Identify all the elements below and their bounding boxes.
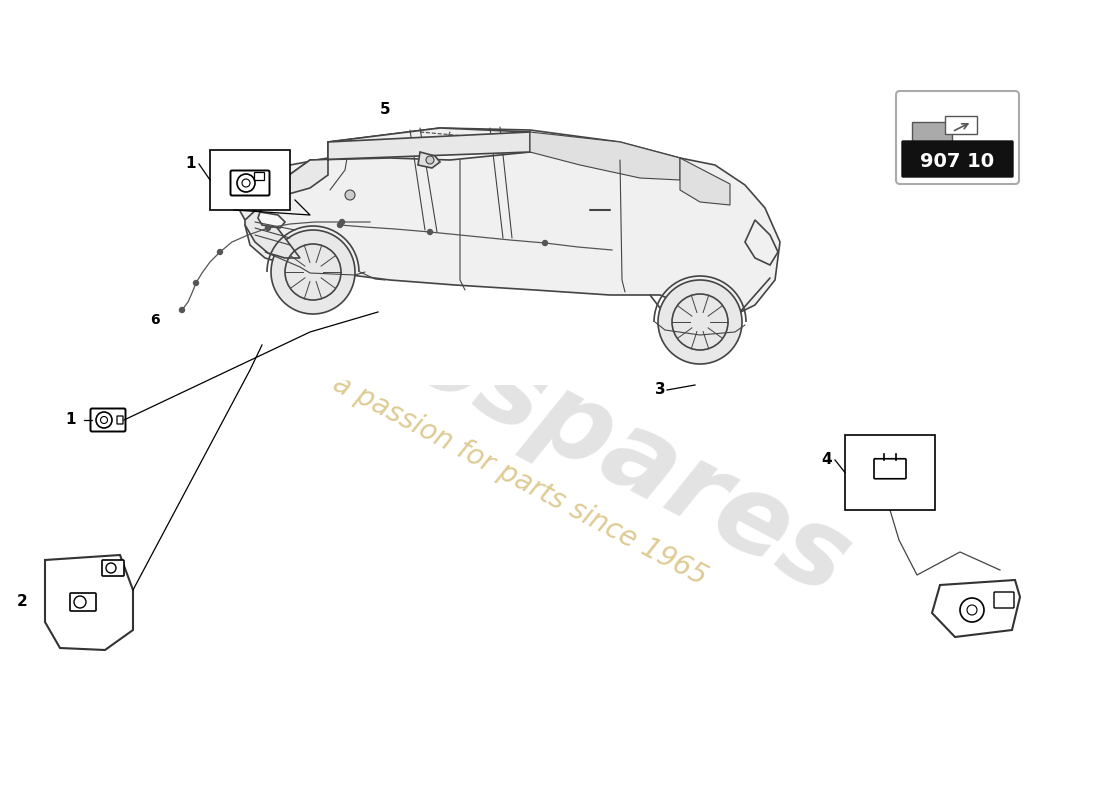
FancyBboxPatch shape bbox=[254, 173, 264, 181]
Polygon shape bbox=[285, 132, 530, 195]
Text: a passion for parts since 1965: a passion for parts since 1965 bbox=[328, 369, 712, 591]
Text: 4: 4 bbox=[822, 453, 832, 467]
FancyBboxPatch shape bbox=[912, 122, 952, 142]
Text: 1: 1 bbox=[186, 157, 196, 171]
Circle shape bbox=[271, 230, 355, 314]
Circle shape bbox=[658, 280, 742, 364]
Polygon shape bbox=[418, 152, 440, 168]
Circle shape bbox=[428, 230, 432, 234]
Circle shape bbox=[218, 250, 222, 254]
FancyBboxPatch shape bbox=[902, 141, 1013, 177]
Text: 907 10: 907 10 bbox=[921, 152, 994, 170]
Circle shape bbox=[542, 241, 548, 246]
Text: 1: 1 bbox=[66, 413, 76, 427]
Polygon shape bbox=[235, 128, 530, 245]
FancyBboxPatch shape bbox=[845, 435, 935, 510]
FancyBboxPatch shape bbox=[70, 593, 96, 611]
Circle shape bbox=[338, 222, 342, 227]
Text: 2: 2 bbox=[16, 594, 28, 610]
Circle shape bbox=[265, 226, 271, 230]
Circle shape bbox=[340, 219, 344, 225]
FancyBboxPatch shape bbox=[945, 116, 977, 134]
Circle shape bbox=[194, 281, 198, 286]
Circle shape bbox=[345, 190, 355, 200]
FancyBboxPatch shape bbox=[210, 150, 290, 210]
Polygon shape bbox=[932, 580, 1020, 637]
Polygon shape bbox=[45, 555, 133, 650]
FancyBboxPatch shape bbox=[874, 458, 906, 478]
FancyBboxPatch shape bbox=[117, 416, 123, 424]
Circle shape bbox=[426, 156, 434, 164]
Text: eurospares: eurospares bbox=[212, 202, 868, 618]
Polygon shape bbox=[258, 212, 285, 228]
FancyBboxPatch shape bbox=[90, 409, 125, 431]
Text: 6: 6 bbox=[151, 313, 160, 327]
Circle shape bbox=[179, 307, 185, 313]
FancyBboxPatch shape bbox=[896, 91, 1019, 184]
Polygon shape bbox=[745, 220, 778, 265]
FancyBboxPatch shape bbox=[102, 560, 124, 576]
Text: 5: 5 bbox=[379, 102, 390, 118]
Polygon shape bbox=[245, 208, 300, 258]
Polygon shape bbox=[530, 132, 680, 180]
FancyBboxPatch shape bbox=[231, 170, 270, 195]
Polygon shape bbox=[328, 128, 755, 275]
Polygon shape bbox=[680, 158, 730, 205]
FancyBboxPatch shape bbox=[994, 592, 1014, 608]
Polygon shape bbox=[218, 135, 790, 425]
Text: 3: 3 bbox=[654, 382, 666, 398]
Polygon shape bbox=[245, 152, 780, 322]
